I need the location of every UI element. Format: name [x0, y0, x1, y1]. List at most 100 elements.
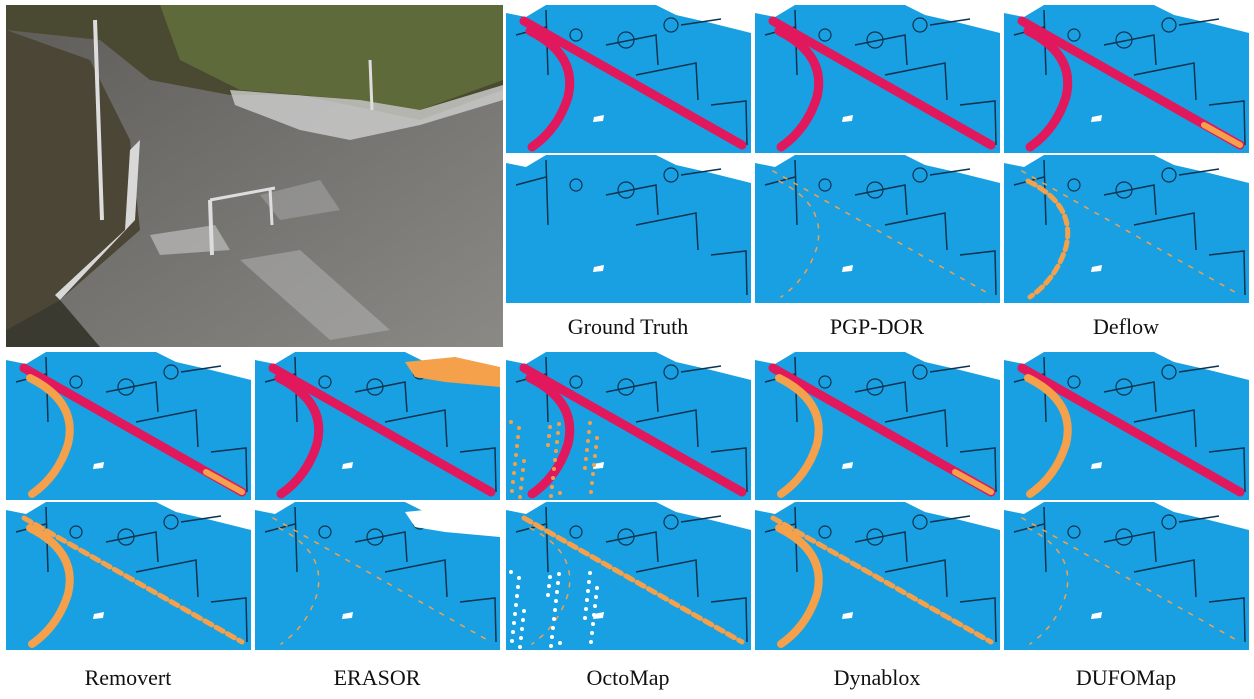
method-label: DUFOMap	[1076, 665, 1176, 690]
method-label: Deflow	[1093, 314, 1159, 339]
error-points	[557, 422, 561, 426]
error-points	[584, 607, 588, 611]
error-points	[548, 425, 552, 429]
error-points	[557, 572, 561, 576]
error-points	[516, 585, 520, 589]
method-label: Dynablox	[834, 665, 921, 690]
result-panel	[1004, 5, 1249, 153]
error-points	[509, 420, 513, 424]
result-panel	[506, 5, 751, 153]
error-points	[592, 463, 596, 467]
result-panel	[6, 502, 251, 650]
error-points	[589, 490, 593, 494]
error-points	[585, 598, 589, 602]
error-points	[520, 627, 524, 631]
error-points	[587, 580, 591, 584]
error-points	[554, 449, 558, 453]
error-points	[546, 593, 550, 597]
error-points	[552, 467, 556, 471]
error-points	[558, 641, 562, 645]
error-points	[519, 486, 523, 490]
error-points	[517, 426, 521, 430]
error-points	[522, 609, 526, 613]
error-points	[549, 494, 553, 498]
error-points	[547, 434, 551, 438]
error-points	[595, 436, 599, 440]
result-panel	[255, 352, 500, 500]
result-panel	[755, 352, 1000, 500]
error-points	[593, 454, 597, 458]
error-points	[548, 575, 552, 579]
error-points	[553, 608, 557, 612]
error-points	[556, 431, 560, 435]
result-panel	[1004, 155, 1249, 303]
result-panel	[755, 5, 1000, 153]
error-points	[588, 421, 592, 425]
error-points	[591, 472, 595, 476]
result-panel	[755, 502, 1000, 650]
error-points	[591, 622, 595, 626]
error-points	[590, 481, 594, 485]
error-points	[518, 645, 522, 649]
error-points	[555, 440, 559, 444]
method-label: Ground Truth	[568, 314, 688, 339]
error-points	[510, 489, 514, 493]
method-label: PGP-DOR	[830, 314, 924, 339]
error-points	[547, 584, 551, 588]
result-panel	[1004, 352, 1249, 500]
error-points	[520, 477, 524, 481]
error-points	[549, 644, 553, 648]
error-points	[516, 435, 520, 439]
error-points	[519, 636, 523, 640]
error-points	[556, 581, 560, 585]
error-points	[594, 445, 598, 449]
result-panel	[255, 502, 500, 650]
result-panel	[506, 155, 751, 303]
error-points	[513, 612, 517, 616]
result-panel	[6, 352, 251, 500]
error-points	[509, 570, 513, 574]
error-points	[551, 626, 555, 630]
error-points	[587, 430, 591, 434]
error-points	[585, 448, 589, 452]
error-points	[514, 603, 518, 607]
method-label: ERASOR	[334, 665, 421, 690]
figure: Ground Truth PGP-DOR Deflow Removert ERASOR O…	[0, 0, 1254, 694]
error-points	[510, 639, 514, 643]
error-points	[518, 495, 522, 499]
error-points	[583, 466, 587, 470]
error-points	[515, 444, 519, 448]
error-points	[588, 571, 592, 575]
error-points	[553, 458, 557, 462]
error-points	[511, 480, 515, 484]
error-points	[595, 586, 599, 590]
error-points	[586, 439, 590, 443]
error-points	[550, 635, 554, 639]
result-panel	[1004, 502, 1249, 650]
error-points	[522, 459, 526, 463]
error-points	[514, 453, 518, 457]
error-points	[592, 613, 596, 617]
error-points	[555, 590, 559, 594]
error-points	[521, 468, 525, 472]
error-points	[512, 471, 516, 475]
error-points	[546, 443, 550, 447]
error-points	[583, 616, 587, 620]
error-points	[584, 457, 588, 461]
error-points	[586, 589, 590, 593]
error-points	[515, 594, 519, 598]
result-panel	[506, 352, 751, 500]
error-points	[594, 595, 598, 599]
error-points	[513, 462, 517, 466]
scene-photo	[6, 5, 503, 347]
method-label: Removert	[85, 665, 172, 690]
result-panel	[755, 155, 1000, 303]
result-panel	[506, 502, 751, 650]
error-points	[552, 617, 556, 621]
error-points	[521, 618, 525, 622]
error-points	[517, 576, 521, 580]
error-points	[589, 640, 593, 644]
error-points	[512, 621, 516, 625]
error-points	[593, 604, 597, 608]
method-label: OctoMap	[586, 665, 669, 690]
